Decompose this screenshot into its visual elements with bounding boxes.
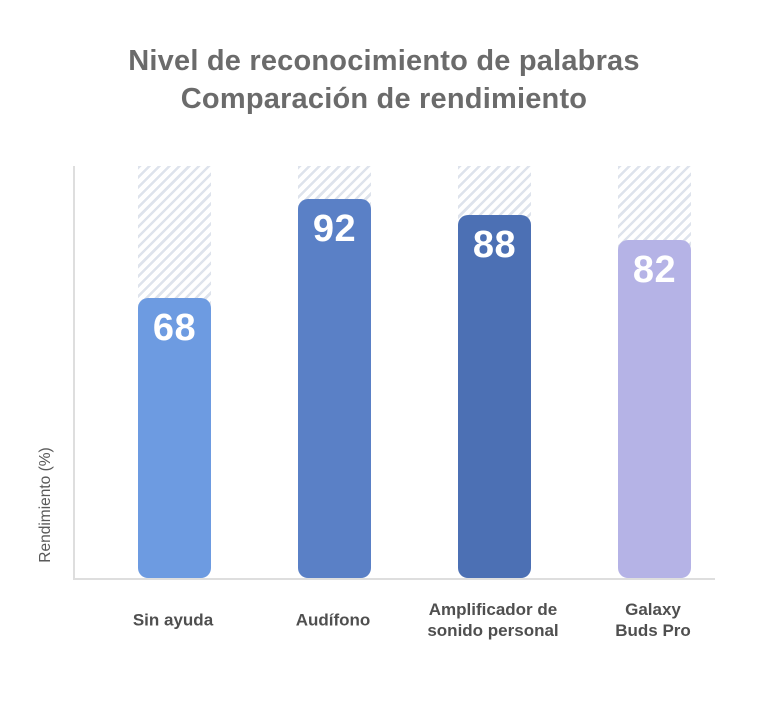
bar-value-label: 82 [632, 249, 677, 292]
category-label-amplificador: Amplificador de sonido personal [427, 600, 559, 640]
bar-value-label: 68 [152, 306, 197, 349]
chart-title: Nivel de reconocimiento de palabras Comp… [0, 42, 768, 118]
plot-area: 68 92 88 82 [73, 166, 715, 580]
chart-title-line2: Comparación de rendimiento [180, 83, 588, 115]
bar-value-label: 92 [312, 207, 357, 250]
bar-column-sin-ayuda: 68 [138, 166, 211, 578]
category-label-audifono: Audífono [295, 610, 371, 630]
bar-galaxy-buds-pro: 82 [618, 240, 691, 578]
bar-amplificador: 88 [458, 215, 531, 578]
bar-value-label: 88 [472, 224, 517, 267]
bar-sin-ayuda: 68 [138, 297, 211, 578]
x-axis-category-labels: Sin ayuda Audífono Amplificador de sonid… [73, 594, 713, 646]
bar-audifono: 92 [298, 198, 371, 578]
remainder-hatch [618, 166, 691, 251]
bar-column-amplificador: 88 [458, 166, 531, 578]
remainder-hatch [138, 166, 211, 308]
y-axis-label: Rendimiento (%) [37, 447, 54, 563]
category-label-galaxy-buds-pro: Galaxy Buds Pro [615, 600, 691, 640]
bar-column-audifono: 92 [298, 166, 371, 578]
bar-column-galaxy-buds-pro: 82 [618, 166, 691, 578]
chart-title-line1: Nivel de reconocimiento de palabras [128, 45, 640, 77]
category-label-sin-ayuda: Sin ayuda [132, 610, 214, 630]
